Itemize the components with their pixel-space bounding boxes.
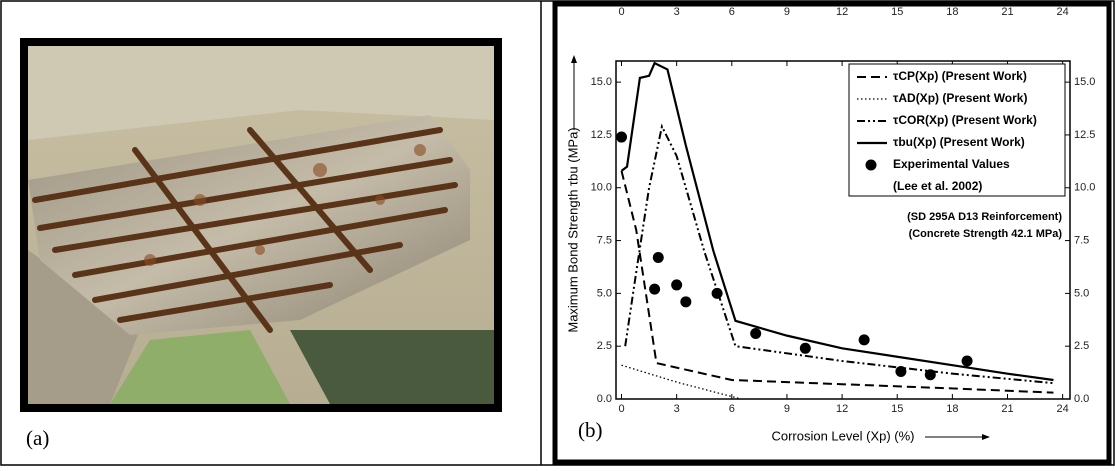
data-point bbox=[895, 366, 906, 377]
x-top-tick-label: 18 bbox=[946, 6, 958, 18]
y-right-tick-label: 12.5 bbox=[1074, 129, 1095, 141]
y-tick-label: 7.5 bbox=[597, 234, 612, 246]
y-right-tick-label: 5.0 bbox=[1074, 287, 1089, 299]
x-tick-label: 24 bbox=[1057, 403, 1069, 415]
annotation: (Lee et al. 2002) bbox=[893, 179, 982, 193]
y-right-tick-label: 2.5 bbox=[1074, 340, 1089, 352]
x-tick-label: 12 bbox=[836, 403, 848, 415]
x-top-tick-label: 0 bbox=[618, 6, 624, 18]
axis-arrow-head bbox=[571, 55, 577, 63]
y-tick-label: 12.5 bbox=[591, 129, 612, 141]
y-right-tick-label: 10.0 bbox=[1074, 182, 1095, 194]
x-tick-label: 0 bbox=[618, 403, 624, 415]
x-top-tick-label: 24 bbox=[1057, 6, 1069, 18]
y-tick-label: 0.0 bbox=[597, 393, 612, 405]
chart: 0 3 6 9 12 15 18 21 24 0.0 0.0 2.5 2.5 5.0 5.0 7.5 7.5 10… bbox=[591, 61, 1096, 415]
x-top-tick-label: 21 bbox=[1001, 6, 1013, 18]
legend-label: τAD(Xp) (Present Work) bbox=[893, 91, 1027, 105]
data-point bbox=[712, 288, 723, 299]
y-tick-label: 15.0 bbox=[591, 76, 612, 88]
annotation: (Concrete Strength 42.1 MPa) bbox=[909, 228, 1063, 240]
data-point bbox=[616, 132, 627, 143]
data-point bbox=[925, 369, 936, 380]
x-top-tick-label: 6 bbox=[729, 6, 735, 18]
legend-label: τCOR(Xp) (Present Work) bbox=[893, 113, 1037, 127]
x-tick-label: 6 bbox=[729, 403, 735, 415]
data-point bbox=[680, 296, 691, 307]
figure: (a) 0 3 6 9 12 15 18 21 24 0.0 0.0 2.5 2.5 5.0 5.0 7.5 7… bbox=[0, 0, 1115, 466]
legend-label: τbu(Xp) (Present Work) bbox=[893, 135, 1025, 149]
y-axis-label: Maximum Bond Strength τbu (MPa) bbox=[565, 127, 580, 332]
data-point bbox=[800, 343, 811, 354]
x-tick-label: 3 bbox=[674, 403, 680, 415]
annotation: (SD 295A D13 Reinforcement) bbox=[907, 211, 1062, 223]
page: {"figure": {"labels": ["(a)", "(b)"]}, "… bbox=[0, 0, 1115, 466]
axis-arrow-head bbox=[982, 434, 990, 440]
data-point bbox=[962, 355, 973, 366]
data-point bbox=[859, 334, 870, 345]
x-tick-label: 21 bbox=[1001, 403, 1013, 415]
x-top-tick-label: 9 bbox=[784, 6, 790, 18]
legend-marker bbox=[866, 160, 877, 171]
legend-label: τCP(Xp) (Present Work) bbox=[893, 69, 1027, 83]
y-right-tick-label: 0.0 bbox=[1074, 393, 1089, 405]
x-tick-label: 15 bbox=[891, 403, 903, 415]
x-axis-label: Corrosion Level (Xp) (%) bbox=[771, 428, 914, 443]
y-tick-label: 10.0 bbox=[591, 182, 612, 194]
legend-box bbox=[849, 64, 1065, 196]
y-right-tick-label: 7.5 bbox=[1074, 234, 1089, 246]
data-point bbox=[671, 279, 682, 290]
x-top-tick-label: 3 bbox=[674, 6, 680, 18]
data-point bbox=[750, 328, 761, 339]
photo bbox=[20, 38, 502, 412]
x-top-tick-label: 12 bbox=[836, 6, 848, 18]
legend-label: Experimental Values bbox=[893, 157, 1010, 171]
data-point bbox=[653, 252, 664, 263]
y-tick-label: 2.5 bbox=[597, 340, 612, 352]
x-tick-label: 18 bbox=[946, 403, 958, 415]
x-tick-label: 9 bbox=[784, 403, 790, 415]
panel-label: (a) bbox=[26, 426, 49, 450]
x-top-tick-label: 15 bbox=[891, 6, 903, 18]
y-tick-label: 5.0 bbox=[597, 287, 612, 299]
panel-label: (b) bbox=[578, 418, 603, 442]
data-point bbox=[649, 284, 660, 295]
y-right-tick-label: 15.0 bbox=[1074, 76, 1095, 88]
